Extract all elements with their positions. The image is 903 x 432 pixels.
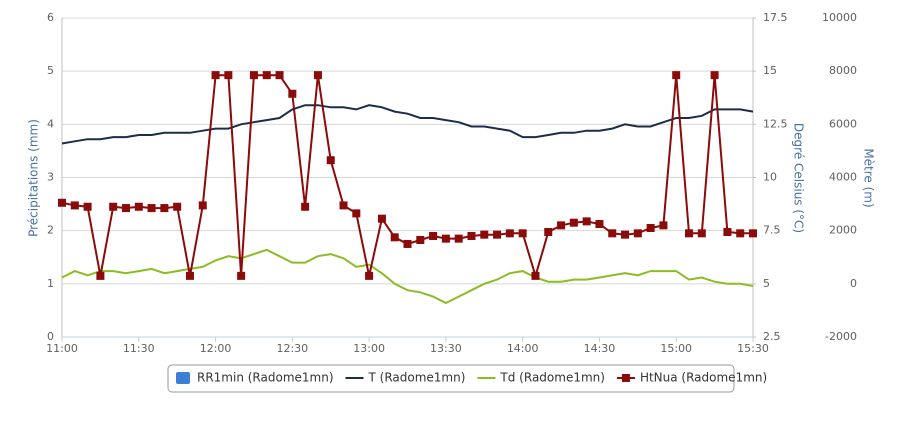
marker — [288, 89, 297, 98]
marker — [275, 71, 284, 80]
legend-symbol — [176, 372, 190, 384]
y3-tick-label: -2000 — [825, 330, 857, 343]
y-tick-label: 4 — [47, 117, 54, 130]
legend-label: HtNua (Radome1mn) — [640, 371, 767, 385]
y2-tick-label: 2.5 — [763, 330, 781, 343]
marker — [301, 202, 310, 211]
marker — [454, 234, 463, 243]
marker — [198, 201, 207, 210]
marker — [83, 202, 92, 211]
y2-tick-label: 15 — [763, 64, 777, 77]
marker — [377, 214, 386, 223]
marker — [467, 231, 476, 240]
x-tick-label: 15:30 — [737, 342, 769, 355]
x-tick-label: 14:00 — [507, 342, 539, 355]
marker — [58, 198, 66, 207]
y3-tick-label: 6000 — [829, 117, 857, 130]
y-tick-label: 3 — [47, 171, 54, 184]
marker — [262, 71, 271, 80]
marker — [160, 204, 169, 213]
y3-tick-label: 4000 — [829, 171, 857, 184]
y-axis-title: Précipitations (mm) — [27, 119, 41, 237]
marker — [518, 229, 527, 238]
x-tick-label: 12:30 — [276, 342, 308, 355]
y-tick-label: 5 — [47, 64, 54, 77]
y-tick-label: 0 — [47, 330, 54, 343]
marker — [134, 202, 143, 211]
legend-label: Td (Radome1mn) — [499, 371, 605, 385]
marker — [736, 229, 745, 238]
marker — [416, 235, 425, 244]
marker — [480, 230, 489, 239]
y-tick-label: 2 — [47, 224, 54, 237]
y3-tick-label: 8000 — [829, 64, 857, 77]
legend-label: RR1min (Radome1mn) — [197, 371, 334, 385]
marker — [608, 229, 617, 238]
marker — [685, 229, 694, 238]
marker — [749, 229, 757, 238]
marker — [326, 156, 335, 165]
marker — [621, 230, 630, 239]
marker — [339, 201, 348, 210]
x-tick-label: 15:00 — [660, 342, 692, 355]
marker — [121, 204, 130, 213]
marker — [173, 202, 182, 211]
x-tick-label: 13:00 — [353, 342, 385, 355]
marker — [544, 227, 553, 236]
marker — [96, 271, 105, 280]
marker — [697, 229, 706, 238]
marker — [723, 227, 732, 236]
marker — [390, 233, 399, 242]
x-tick-label: 12:00 — [200, 342, 232, 355]
series-line — [61, 104, 754, 145]
marker — [109, 202, 118, 211]
marker — [582, 217, 591, 226]
marker — [147, 204, 156, 213]
y3-tick-label: 10000 — [822, 11, 857, 24]
marker — [352, 209, 361, 218]
marker — [441, 234, 450, 243]
legend-marker — [621, 374, 630, 382]
marker — [70, 201, 79, 210]
marker — [493, 230, 502, 239]
legend-label: T (Radome1mn) — [368, 371, 466, 385]
marker — [595, 220, 604, 229]
y2-tick-label: 10 — [763, 171, 777, 184]
legend-box — [167, 364, 735, 393]
marker — [672, 71, 681, 80]
marker — [224, 71, 233, 80]
marker — [505, 229, 514, 238]
marker — [403, 239, 412, 248]
marker — [569, 218, 578, 227]
y2-tick-label: 12.5 — [763, 117, 788, 130]
marker — [211, 71, 220, 80]
y2-tick-label: 7.5 — [763, 224, 781, 237]
y2-tick-label: 17.5 — [763, 11, 788, 24]
y2-axis-title: Degré Celsius (°C) — [792, 123, 806, 233]
y-tick-label: 6 — [47, 11, 54, 24]
marker — [633, 229, 642, 238]
y2-tick-label: 5 — [763, 277, 770, 290]
marker — [646, 224, 655, 233]
marker — [365, 271, 374, 280]
y3-axis-title: Mètre (m) — [862, 148, 876, 207]
marker — [249, 71, 258, 80]
y3-tick-label: 0 — [850, 277, 857, 290]
x-tick-label: 11:00 — [46, 342, 78, 355]
y-tick-label: 1 — [47, 277, 54, 290]
marker — [313, 71, 322, 80]
x-tick-label: 11:30 — [123, 342, 155, 355]
marker — [710, 71, 719, 80]
marker — [659, 221, 668, 230]
y3-tick-label: 2000 — [829, 224, 857, 237]
series-line — [61, 248, 754, 305]
x-tick-label: 13:30 — [430, 342, 462, 355]
marker — [185, 271, 194, 280]
x-tick-label: 14:30 — [584, 342, 616, 355]
marker — [531, 271, 540, 280]
marker — [429, 231, 438, 240]
marker — [557, 221, 566, 230]
marker — [237, 271, 246, 280]
